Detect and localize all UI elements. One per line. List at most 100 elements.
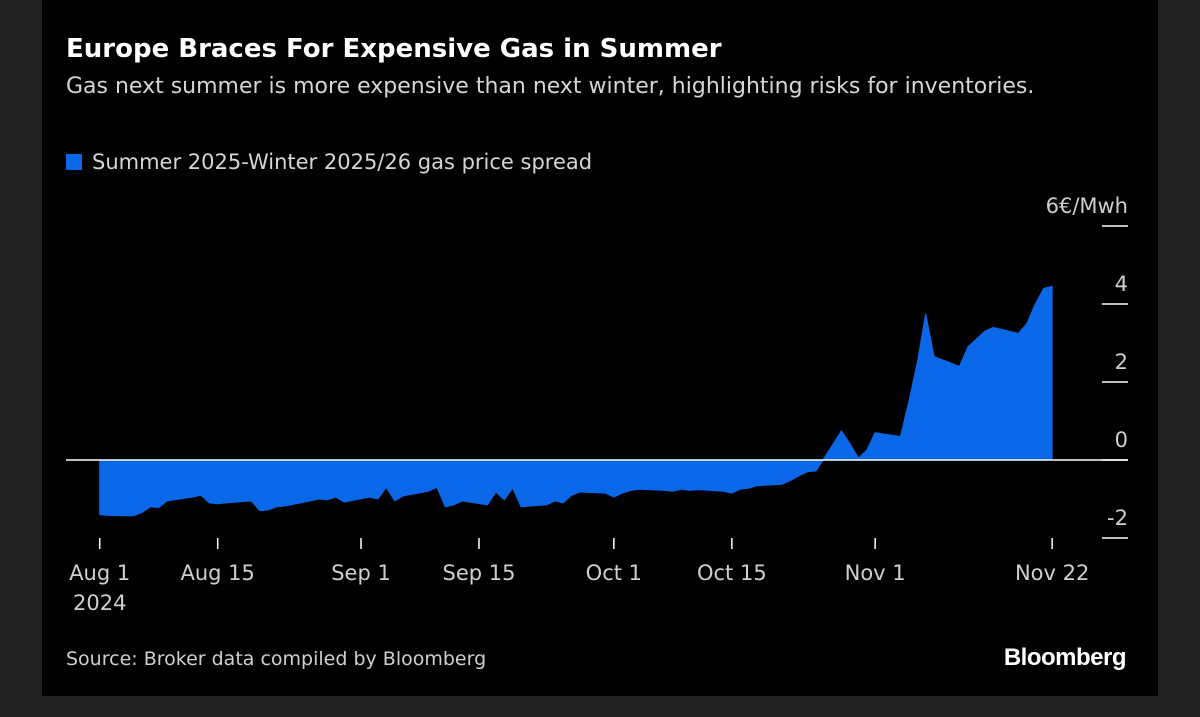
data-point [166, 499, 169, 502]
data-point [562, 501, 565, 504]
data-point [368, 496, 371, 499]
data-point [798, 474, 801, 477]
data-point [284, 505, 287, 508]
data-point [461, 499, 464, 502]
data-point [191, 496, 194, 499]
data-point [309, 499, 312, 502]
data-point [427, 490, 430, 493]
x-tick-label: Sep 15 [443, 561, 516, 585]
data-point [966, 345, 969, 348]
source-note: Source: Broker data compiled by Bloomber… [66, 648, 487, 670]
data-point [140, 511, 143, 514]
data-point [781, 483, 784, 486]
data-point [334, 496, 337, 499]
data-point [545, 503, 548, 506]
x-tick-label: Nov 1 [845, 561, 906, 585]
data-point [848, 442, 851, 445]
data-point [739, 488, 742, 491]
data-point [393, 499, 396, 502]
data-point [258, 509, 261, 512]
chart-area: -2 0 2 4 6€/Mwh Aug 1 Aug 15 Sep 1 Sep 15 Oct 1 Oc… [66, 194, 1128, 615]
data-point [216, 502, 219, 505]
data-point [494, 491, 497, 494]
data-point [857, 457, 860, 460]
data-point [199, 494, 202, 497]
data-point [688, 489, 691, 492]
data-point [157, 506, 160, 509]
legend: Summer 2025-Winter 2025/26 gas price spr… [66, 150, 592, 174]
data-point [1042, 287, 1045, 290]
data-point [933, 355, 936, 358]
x-tick-label: Oct 15 [697, 561, 767, 585]
data-point [250, 499, 253, 502]
data-point [789, 479, 792, 482]
data-point [697, 488, 700, 491]
data-point [638, 488, 641, 491]
x-year-label: 2024 [73, 591, 126, 615]
data-point [317, 498, 320, 501]
data-point [98, 513, 101, 516]
chart-subtitle: Gas next summer is more expensive than n… [66, 74, 1035, 99]
data-point [275, 505, 278, 508]
chart-title: Europe Braces For Expensive Gas in Summe… [66, 34, 722, 64]
x-tick-label: Aug 15 [181, 561, 255, 585]
y-tick-label: 2 [1115, 350, 1128, 374]
bloomberg-logo: Bloomberg [1003, 644, 1127, 671]
data-point [958, 365, 961, 368]
data-point [579, 491, 582, 494]
data-point [671, 490, 674, 493]
data-point [907, 400, 910, 403]
data-point [570, 494, 573, 497]
data-point [520, 505, 523, 508]
data-point [730, 492, 733, 495]
data-point [874, 431, 877, 434]
data-point [629, 489, 632, 492]
data-point [916, 361, 919, 364]
data-point [267, 508, 270, 511]
data-point [604, 492, 607, 495]
data-point [107, 514, 110, 517]
data-point [1051, 285, 1054, 288]
data-point [924, 312, 927, 315]
data-point [899, 435, 902, 438]
data-point [435, 486, 438, 489]
x-tick-label: Sep 1 [331, 561, 391, 585]
data-point [975, 338, 978, 341]
data-point [612, 496, 615, 499]
x-tick-label: Aug 1 [69, 561, 130, 585]
data-point [756, 484, 759, 487]
data-point [621, 492, 624, 495]
data-point [992, 326, 995, 329]
chart-frame: Europe Braces For Expensive Gas in Summe… [42, 0, 1158, 696]
x-tick-label: Oct 1 [586, 561, 642, 585]
data-point [208, 501, 211, 504]
data-point [983, 330, 986, 333]
x-tick-label: Nov 22 [1015, 561, 1089, 585]
data-point [132, 514, 135, 517]
data-point [747, 487, 750, 490]
data-point [225, 501, 228, 504]
data-point [444, 505, 447, 508]
data-point [722, 490, 725, 493]
data-point [553, 499, 556, 502]
legend-label: Summer 2025-Winter 2025/26 gas price spr… [92, 150, 593, 174]
data-point [343, 501, 346, 504]
y-tick-label: 4 [1115, 272, 1128, 296]
data-point [806, 470, 809, 473]
series-area [99, 285, 1053, 517]
data-point [149, 505, 152, 508]
y-tick-label: -2 [1107, 506, 1128, 530]
data-point [511, 487, 514, 490]
y-tick-label: 6€/Mwh [1046, 194, 1128, 218]
data-point [1017, 332, 1020, 335]
y-tick-label: 0 [1115, 428, 1128, 452]
data-point [815, 469, 818, 472]
data-point [376, 498, 379, 501]
legend-swatch [66, 154, 82, 170]
data-point [326, 498, 329, 501]
data-point [840, 429, 843, 432]
data-point [865, 449, 868, 452]
data-point [503, 498, 506, 501]
data-point [663, 489, 666, 492]
data-point [452, 503, 455, 506]
